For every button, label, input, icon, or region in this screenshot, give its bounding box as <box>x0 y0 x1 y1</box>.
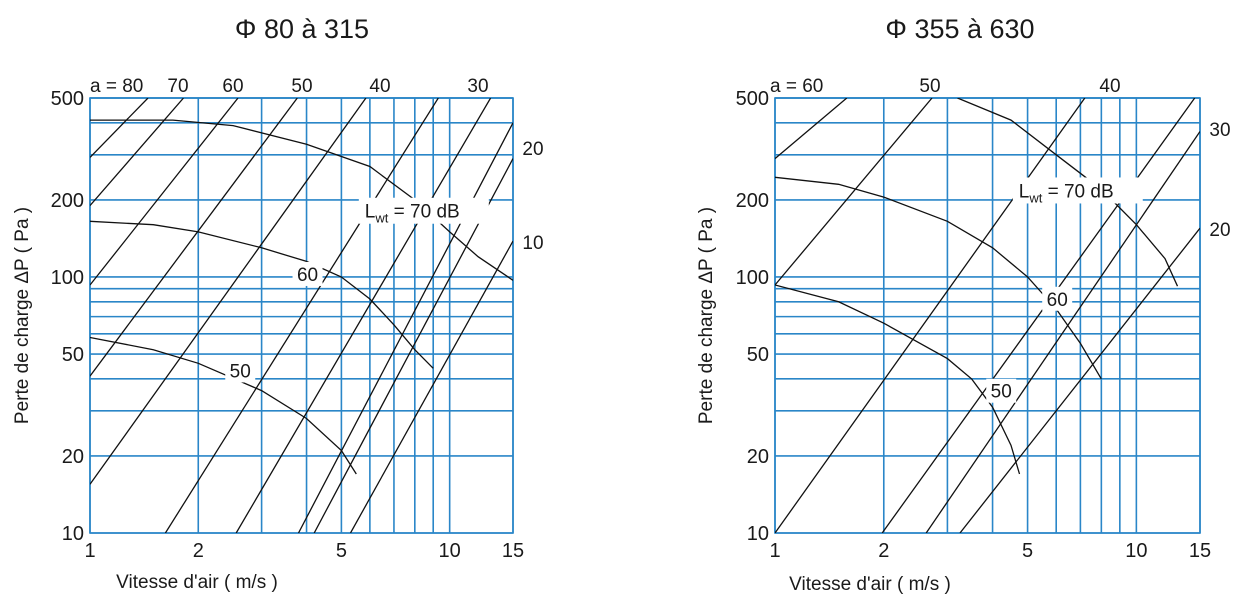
label-background <box>225 358 256 383</box>
grid <box>774 97 1201 534</box>
label-background <box>1042 286 1073 311</box>
a-line-40 <box>164 98 439 533</box>
label-background <box>358 197 489 224</box>
x-axis-label: Vitesse d'air ( m/s ) <box>789 574 951 595</box>
x-tick-label: 10 <box>439 540 461 562</box>
x-tick-label: 15 <box>1189 540 1211 562</box>
x-tick-label: 15 <box>502 540 524 562</box>
y-tick-label: 20 <box>62 446 84 468</box>
series-group <box>90 98 513 533</box>
y-axis-label: Perte de charge ΔP ( Pa ) <box>12 207 33 424</box>
y-tick-label: 100 <box>736 267 769 289</box>
y-tick-label: 200 <box>736 190 769 212</box>
a-line-50 <box>775 98 933 286</box>
a-line-30 <box>925 131 1200 533</box>
y-axis-label: Perte de charge ΔP ( Pa ) <box>696 207 717 424</box>
plot-frame <box>89 97 514 534</box>
a-line <box>90 98 367 485</box>
lwt-curve-label: 60 <box>297 265 318 286</box>
chart-title-right: Φ 355 à 630 <box>885 14 1035 44</box>
a-line-30 <box>297 122 513 533</box>
a-line-label: a = 80 <box>90 76 143 97</box>
x-axis-label: Vitesse d'air ( m/s ) <box>116 572 278 593</box>
a-line-60 <box>775 98 848 160</box>
x-tick-label: 5 <box>1022 540 1033 562</box>
chart-panel-right: a = 60 50 40 30 20 Lwt = 70 dB 60 50 1 2 5 10 15 10 20… <box>696 76 1231 595</box>
a-line-label: 50 <box>919 76 940 97</box>
a-line-50 <box>90 98 298 377</box>
chart-panel-left: a = 80 70 60 50 40 30 20 10 Lwt = 70 dB 60 50 1 2 5 10… <box>12 76 544 593</box>
x-tick-label: 10 <box>1125 540 1147 562</box>
y-tick-label: 500 <box>51 88 84 110</box>
y-tick-label: 200 <box>51 190 84 212</box>
a-line-label: 40 <box>369 76 390 97</box>
lwt-curve-label: 60 <box>1047 290 1068 311</box>
lwt-sub: wt <box>374 211 388 226</box>
lwt-prefix: L <box>1019 181 1030 202</box>
x-tick-label: 1 <box>769 540 780 562</box>
a-line-20 <box>959 227 1200 533</box>
label-background <box>292 261 323 286</box>
y-tick-label: 500 <box>736 88 769 110</box>
lwt-suffix: = 70 dB <box>1042 181 1113 202</box>
label-background <box>1012 177 1143 204</box>
lwt-curve-label: 50 <box>230 361 251 382</box>
a-line-label: 20 <box>1209 220 1230 241</box>
a-line-80 <box>90 98 149 158</box>
y-tick-label: 20 <box>747 446 769 468</box>
x-tick-label: 2 <box>193 540 204 562</box>
a-line-label: 50 <box>291 76 312 97</box>
lwt-curve-70 <box>90 119 513 281</box>
y-tick-label: 10 <box>747 523 769 545</box>
a-line-70 <box>90 98 184 207</box>
lwt-curve-60 <box>90 220 434 369</box>
a-line-40 <box>775 98 1086 533</box>
chart-title-left: Φ 80 à 315 <box>234 14 370 44</box>
a-line-label: 30 <box>467 76 488 97</box>
y-tick-label: 50 <box>62 344 84 366</box>
lwt-curve-60 <box>775 176 1102 380</box>
y-tick-label: 100 <box>51 267 84 289</box>
lwt-label: Lwt = 70 dB <box>1019 181 1114 205</box>
a-line-label: a = 60 <box>770 76 823 97</box>
x-tick-label: 5 <box>336 540 347 562</box>
lwt-curve-50 <box>90 336 357 475</box>
y-tick-label: 50 <box>747 344 769 366</box>
lwt-suffix: = 70 dB <box>388 202 459 223</box>
a-line <box>881 98 1196 533</box>
lwt-sub: wt <box>1028 190 1042 205</box>
a-line-label: 60 <box>222 76 243 97</box>
label-background <box>986 378 1017 403</box>
a-line-label: 20 <box>522 139 543 160</box>
lwt-curve-label: 50 <box>991 382 1012 403</box>
a-line <box>235 98 492 533</box>
lwt-prefix: L <box>365 202 376 223</box>
a-line-label: 70 <box>167 76 188 97</box>
series-group <box>775 98 1200 533</box>
a-line-60 <box>90 98 239 286</box>
x-tick-label: 2 <box>878 540 889 562</box>
x-tick-label: 1 <box>84 540 95 562</box>
plot-frame <box>774 97 1201 534</box>
lwt-curve-50 <box>775 284 1021 475</box>
a-line-label: 10 <box>522 233 543 254</box>
lwt-label: Lwt = 70 dB <box>365 202 460 226</box>
a-line-label: 30 <box>1209 120 1230 141</box>
y-tick-label: 10 <box>62 523 84 545</box>
a-line-10 <box>349 240 513 533</box>
a-line-label: 40 <box>1099 76 1120 97</box>
